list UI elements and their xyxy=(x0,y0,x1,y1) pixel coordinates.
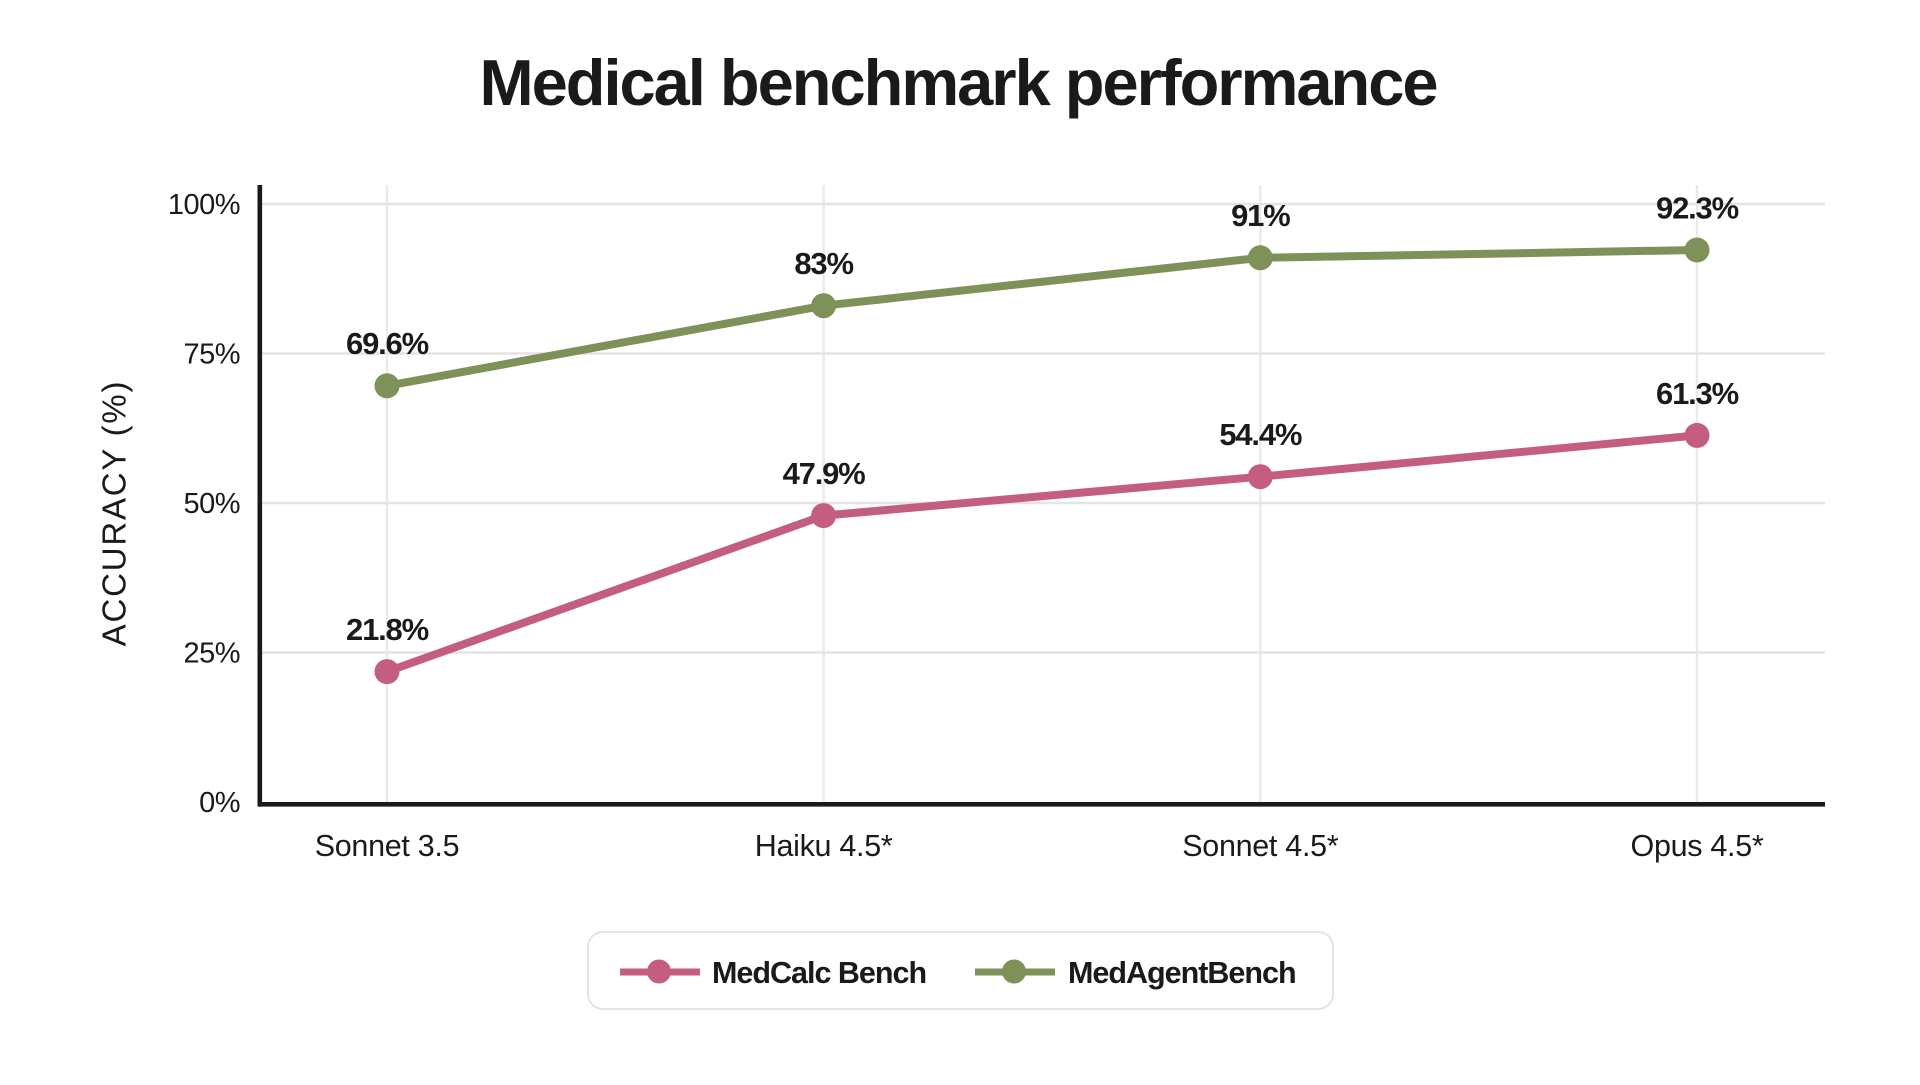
svg-text:Medical benchmark performance: Medical benchmark performance xyxy=(479,46,1436,119)
svg-text:MedAgentBench: MedAgentBench xyxy=(1068,956,1296,990)
svg-text:69.6%: 69.6% xyxy=(346,326,429,361)
svg-text:92.3%: 92.3% xyxy=(1656,191,1739,226)
svg-text:91%: 91% xyxy=(1231,198,1290,233)
svg-text:54.4%: 54.4% xyxy=(1219,417,1302,452)
svg-text:ACCURACY (%): ACCURACY (%) xyxy=(96,380,133,647)
svg-text:0%: 0% xyxy=(199,787,240,819)
svg-text:25%: 25% xyxy=(183,638,240,670)
svg-text:61.3%: 61.3% xyxy=(1656,376,1739,411)
svg-text:75%: 75% xyxy=(183,339,240,371)
svg-text:MedCalc Bench: MedCalc Bench xyxy=(712,956,926,990)
svg-text:Opus 4.5*: Opus 4.5* xyxy=(1631,829,1764,863)
svg-text:Sonnet 3.5: Sonnet 3.5 xyxy=(315,829,460,863)
svg-text:100%: 100% xyxy=(168,189,240,221)
svg-text:21.8%: 21.8% xyxy=(346,612,429,647)
svg-text:83%: 83% xyxy=(794,246,853,281)
svg-text:Haiku 4.5*: Haiku 4.5* xyxy=(755,829,893,863)
svg-text:47.9%: 47.9% xyxy=(783,456,866,491)
svg-text:50%: 50% xyxy=(183,488,240,520)
svg-text:Sonnet 4.5*: Sonnet 4.5* xyxy=(1182,829,1339,863)
